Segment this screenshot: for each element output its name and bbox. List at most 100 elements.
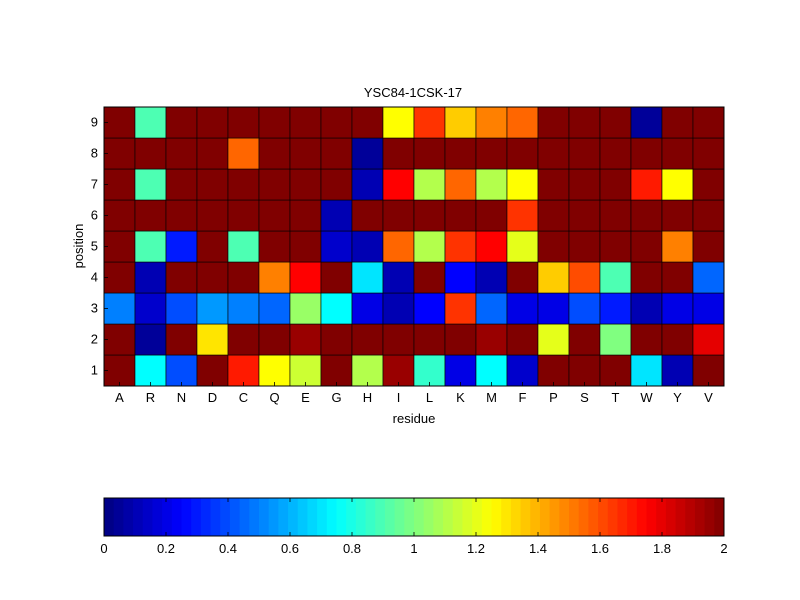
heatmap-cell-Y-9 [661, 106, 694, 139]
heatmap-cell-I-2 [382, 323, 415, 356]
x-tick-label: G [331, 390, 341, 405]
heatmap-cell-D-9 [196, 106, 229, 139]
heatmap-cell-F-8 [506, 137, 539, 170]
heatmap-cells [103, 106, 725, 387]
heatmap-cell-F-3 [506, 292, 539, 325]
colorbar-tick-label: 2 [720, 541, 727, 556]
heatmap-cell-N-8 [165, 137, 198, 170]
heatmap-cell-T-5 [599, 230, 632, 263]
heatmap-cell-K-3 [444, 292, 477, 325]
colorbar-swatch [694, 498, 706, 536]
x-tick-label: A [115, 390, 124, 405]
colorbar-swatch [714, 498, 725, 536]
heatmap-cell-Q-8 [258, 137, 291, 170]
colorbar-swatch [278, 498, 289, 536]
heatmap-cell-Q-2 [258, 323, 291, 356]
heatmap-cell-H-9 [351, 106, 384, 139]
colorbar-swatch [675, 498, 686, 536]
colorbar-swatch [414, 498, 425, 536]
x-tick-label: D [208, 390, 217, 405]
heatmap-cell-S-6 [568, 199, 601, 232]
colorbar-swatch [162, 498, 173, 536]
x-tick-label: Q [269, 390, 279, 405]
colorbar-swatch [326, 498, 337, 536]
colorbar-swatch [394, 498, 405, 536]
heatmap-cell-W-4 [630, 261, 663, 294]
colorbar-swatch [220, 498, 231, 536]
heatmap-cell-R-7 [134, 168, 167, 201]
heatmap-cell-T-9 [599, 106, 632, 139]
heatmap-cell-P-7 [537, 168, 570, 201]
heatmap-cell-K-6 [444, 199, 477, 232]
heatmap-cell-V-2 [692, 323, 725, 356]
colorbar-swatch [210, 498, 221, 536]
heatmap-cell-W-6 [630, 199, 663, 232]
heatmap-cell-W-3 [630, 292, 663, 325]
heatmap-cell-N-6 [165, 199, 198, 232]
heatmap-cell-N-5 [165, 230, 198, 263]
heatmap-cell-L-5 [413, 230, 446, 263]
heatmap-cell-R-9 [134, 106, 167, 139]
heatmap-cell-G-5 [320, 230, 353, 263]
heatmap-cell-A-8 [103, 137, 136, 170]
heatmap-cell-R-2 [134, 323, 167, 356]
colorbar-swatch [268, 498, 279, 536]
heatmap-cell-K-8 [444, 137, 477, 170]
heatmap-cell-N-7 [165, 168, 198, 201]
colorbar-swatch [229, 498, 241, 536]
colorbar-swatch [152, 498, 163, 536]
colorbar-swatch [142, 498, 153, 536]
colorbar-swatch [578, 498, 589, 536]
heatmap-cell-E-2 [289, 323, 322, 356]
heatmap-cell-V-1 [692, 354, 725, 387]
heatmap-cell-H-3 [351, 292, 384, 325]
colorbar-swatch [375, 498, 386, 536]
heatmap-cell-E-6 [289, 199, 322, 232]
heatmap-cell-E-4 [289, 261, 322, 294]
colorbar-swatch [501, 498, 512, 536]
x-tick-label: L [426, 390, 433, 405]
colorbar-swatch [404, 498, 415, 536]
heatmap-cell-F-2 [506, 323, 539, 356]
colorbar-tick-label: 1.2 [467, 541, 485, 556]
heatmap-cell-A-5 [103, 230, 136, 263]
heatmap-cell-E-5 [289, 230, 322, 263]
colorbar-swatch [588, 498, 599, 536]
colorbar-tick-label: 0.6 [281, 541, 299, 556]
chart-title: YSC84-1CSK-17 [364, 85, 462, 100]
colorbar-swatch [520, 498, 531, 536]
heatmap-cell-A-7 [103, 168, 136, 201]
heatmap-cell-I-7 [382, 168, 415, 201]
y-tick-label: 2 [91, 332, 98, 347]
heatmap-cell-H-8 [351, 137, 384, 170]
heatmap-cell-A-2 [103, 323, 136, 356]
y-tick-label: 6 [91, 208, 98, 223]
heatmap-cell-P-3 [537, 292, 570, 325]
heatmap-cell-F-6 [506, 199, 539, 232]
colorbar-swatch [443, 498, 454, 536]
colorbar-swatch [685, 498, 696, 536]
heatmap-cell-D-8 [196, 137, 229, 170]
x-tick-label: E [301, 390, 310, 405]
heatmap-cell-A-9 [103, 106, 136, 139]
heatmap-cell-K-5 [444, 230, 477, 263]
y-axis-ticks: 1 2 3 4 5 6 7 8 9 [91, 115, 108, 378]
heatmap-cell-P-6 [537, 199, 570, 232]
heatmap-cell-Q-7 [258, 168, 291, 201]
heatmap-cell-C-9 [227, 106, 260, 139]
heatmap-cell-E-7 [289, 168, 322, 201]
colorbar-swatch [559, 498, 570, 536]
colorbar-swatch [288, 498, 299, 536]
heatmap-cell-Y-6 [661, 199, 694, 232]
heatmap-cell-Q-4 [258, 261, 291, 294]
colorbar-swatch [627, 498, 638, 536]
x-tick-label: N [177, 390, 186, 405]
colorbar-swatch [423, 498, 434, 536]
colorbar-swatch [200, 498, 212, 536]
heatmap-cell-K-4 [444, 261, 477, 294]
colorbar-swatch [191, 498, 202, 536]
colorbar-tick-label: 0.2 [157, 541, 175, 556]
heatmap-cell-E-8 [289, 137, 322, 170]
colorbar-swatch [549, 498, 560, 536]
